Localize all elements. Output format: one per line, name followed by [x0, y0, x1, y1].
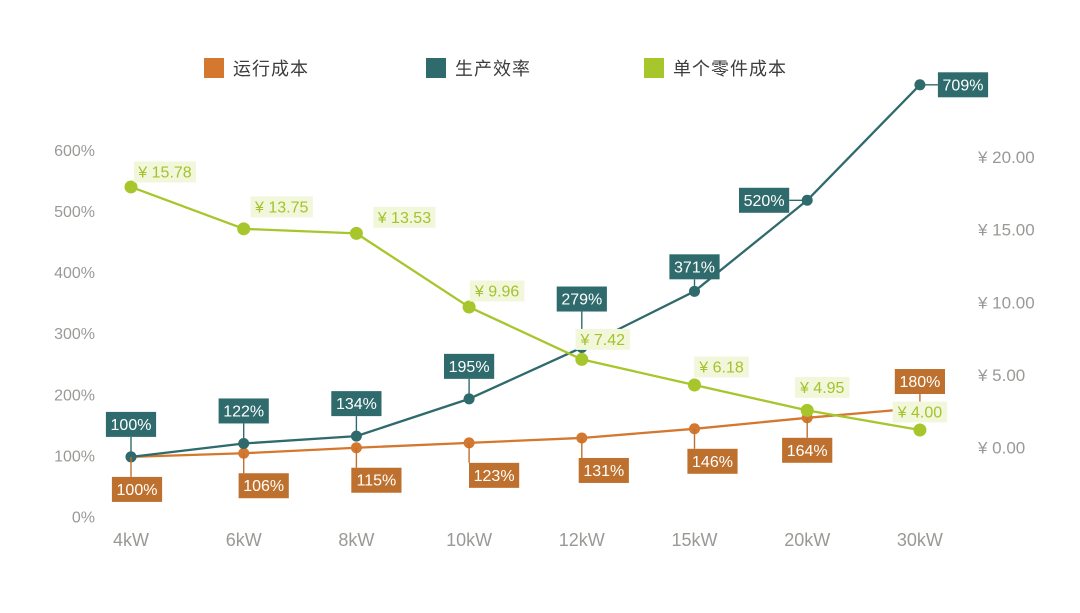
operating-cost-label: 115%	[351, 447, 402, 493]
operating-cost-label: 123%	[468, 442, 520, 488]
production-efficiency-label: 371%	[669, 254, 720, 292]
svg-text:123%: 123%	[474, 468, 515, 485]
svg-text:195%: 195%	[449, 359, 490, 376]
production-efficiency-swatch-icon	[426, 58, 446, 78]
x-axis-tick: 6kW	[226, 530, 262, 550]
legend-label: 生产效率	[455, 59, 531, 79]
svg-text:709%: 709%	[943, 77, 984, 94]
unit-part-cost-point-15kW[interactable]	[688, 378, 701, 392]
operating-cost-label: 100%	[111, 456, 163, 502]
svg-text:¥ 13.53: ¥ 13.53	[377, 210, 431, 227]
operating-cost-label: 180%	[894, 369, 945, 409]
unit-part-cost-point-10kW[interactable]	[462, 300, 476, 314]
left-axis-tick: 200%	[54, 387, 95, 404]
right-axis-tick: ¥ 20.00	[977, 148, 1035, 167]
unit-part-cost-swatch-icon	[644, 58, 664, 78]
svg-text:100%: 100%	[111, 417, 152, 434]
operating-cost-line	[130, 406, 920, 459]
svg-text:371%: 371%	[674, 259, 715, 276]
right-axis-tick: ¥ 10.00	[977, 293, 1035, 312]
x-axis-tick: 10kW	[446, 530, 492, 550]
svg-text:520%: 520%	[744, 193, 785, 210]
legend-item-operating-cost[interactable]: 运行成本	[204, 55, 309, 81]
svg-text:164%: 164%	[787, 443, 828, 460]
svg-text:115%: 115%	[357, 473, 397, 490]
unit-part-cost-label: ¥ 9.96	[469, 280, 525, 302]
svg-text:146%: 146%	[692, 454, 733, 471]
left-axis-tick: 300%	[54, 326, 95, 343]
production-efficiency-label: 100%	[105, 411, 157, 457]
svg-text:131%: 131%	[583, 463, 624, 480]
operating-cost-label: 131%	[578, 437, 629, 483]
operating-cost-label: 164%	[782, 417, 833, 463]
svg-text:¥ 13.75: ¥ 13.75	[254, 199, 308, 216]
unit-part-cost-label: ¥ 4.00	[892, 401, 948, 423]
right-axis-tick: ¥ 0.00	[977, 439, 1025, 458]
production-efficiency-label: 195%	[444, 353, 495, 399]
x-axis-tick: 8kW	[338, 530, 374, 550]
svg-text:¥ 9.96: ¥ 9.96	[474, 284, 520, 301]
unit-part-cost-point-12kW[interactable]	[575, 352, 589, 366]
unit-part-cost-label: ¥ 15.78	[133, 161, 197, 183]
production-efficiency-label: 709%	[919, 72, 989, 98]
legend-item-unit-part-cost[interactable]: 单个零件成本	[644, 55, 787, 81]
left-axis-tick: 400%	[54, 265, 95, 282]
unit-part-cost-label: ¥ 13.53	[373, 206, 436, 228]
unit-part-cost-point-4kW[interactable]	[124, 180, 138, 194]
unit-part-cost-point-20kW[interactable]	[800, 403, 814, 417]
legend-label: 运行成本	[233, 59, 309, 79]
legend-label: 单个零件成本	[673, 59, 787, 79]
legend-item-production-efficiency[interactable]: 生产效率	[426, 55, 531, 81]
chart-legend: 运行成本 生产效率 单个零件成本	[0, 55, 1080, 81]
operating-cost-label: 146%	[687, 428, 738, 474]
right-axis-tick: ¥ 5.00	[977, 366, 1025, 385]
operating-cost-swatch-icon	[204, 58, 224, 78]
svg-text:279%: 279%	[561, 292, 602, 309]
x-axis-tick: 30kW	[897, 530, 943, 550]
unit-part-cost-label: ¥ 7.42	[575, 328, 631, 350]
left-axis-tick: 600%	[54, 143, 95, 160]
production-efficiency-line	[130, 83, 921, 459]
x-axis-tick: 20kW	[784, 530, 830, 550]
x-axis-tick: 15kW	[671, 530, 717, 550]
unit-part-cost-point-6kW[interactable]	[237, 222, 251, 236]
operating-cost-label: 106%	[238, 453, 289, 499]
production-efficiency-label: 279%	[556, 286, 607, 348]
x-axis-tick: 4kW	[113, 530, 149, 550]
unit-part-cost-point-30kW[interactable]	[913, 423, 927, 437]
unit-part-cost-label: ¥ 6.18	[694, 356, 749, 378]
svg-text:¥ 7.42: ¥ 7.42	[580, 332, 626, 349]
left-axis-tick: 500%	[54, 204, 95, 221]
unit-part-cost-point-8kW[interactable]	[349, 226, 363, 240]
svg-text:¥ 4.00: ¥ 4.00	[897, 404, 943, 421]
x-axis-tick: 12kW	[559, 530, 605, 550]
svg-text:106%: 106%	[243, 478, 284, 495]
production-efficiency-label: 122%	[218, 398, 269, 444]
svg-text:¥ 6.18: ¥ 6.18	[698, 360, 744, 377]
unit-part-cost-label: ¥ 4.95	[794, 376, 850, 398]
unit-part-cost-line	[130, 185, 921, 432]
production-efficiency-label: 520%	[739, 187, 808, 213]
svg-text:180%: 180%	[899, 374, 940, 391]
left-axis-tick: 0%	[72, 510, 95, 527]
production-efficiency-label: 134%	[331, 391, 382, 437]
svg-text:100%: 100%	[117, 482, 158, 499]
unit-part-cost-label: ¥ 13.75	[250, 196, 313, 218]
svg-text:¥ 15.78: ¥ 15.78	[137, 164, 191, 181]
svg-text:¥ 4.95: ¥ 4.95	[799, 380, 845, 397]
left-axis-tick: 100%	[54, 448, 95, 465]
svg-text:134%: 134%	[336, 396, 377, 413]
svg-text:122%: 122%	[223, 403, 264, 420]
right-axis-tick: ¥ 15.00	[977, 221, 1035, 240]
